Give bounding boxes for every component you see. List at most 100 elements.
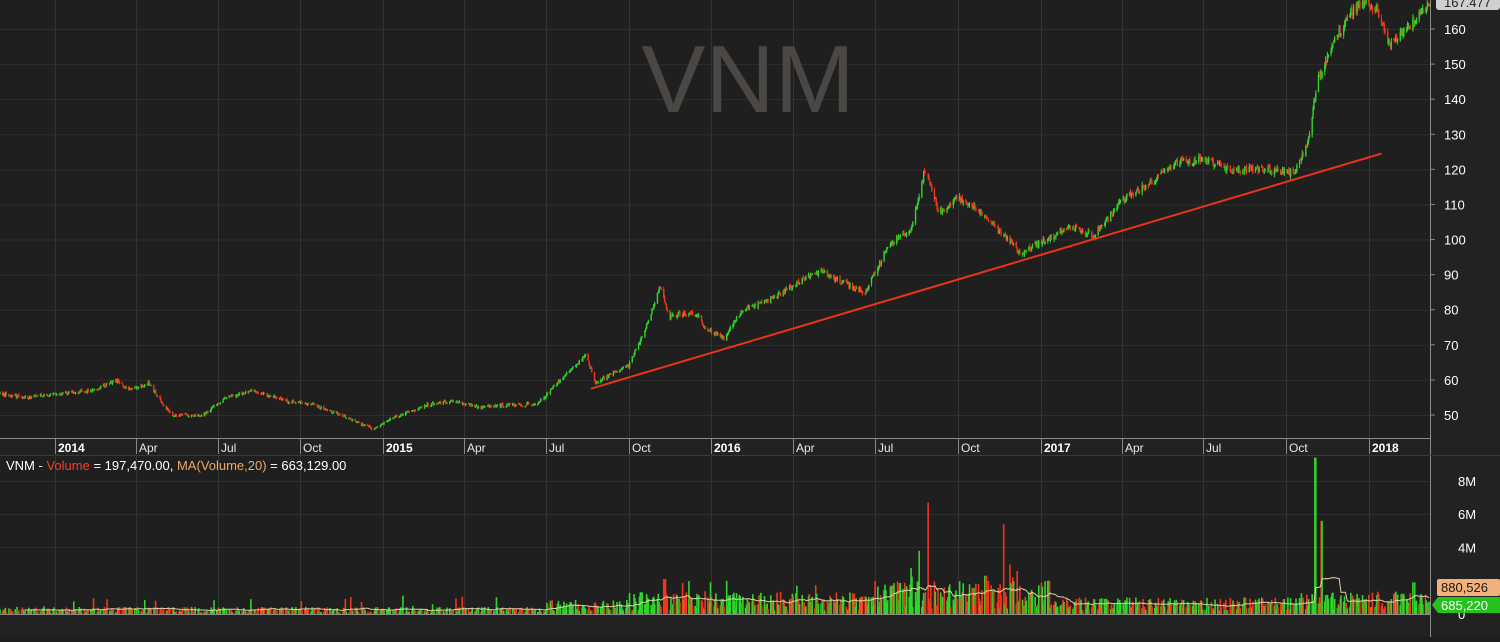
- volume-bar: [16, 606, 18, 614]
- candle-body: [898, 235, 901, 238]
- volume-bar: [916, 581, 919, 614]
- volume-bar: [897, 600, 900, 614]
- volume-bar: [1242, 604, 1244, 614]
- candle-body: [11, 394, 14, 396]
- candle-body: [575, 364, 578, 367]
- candle-body: [676, 316, 678, 318]
- price-pane[interactable]: [0, 0, 1430, 438]
- candle-body: [513, 404, 516, 406]
- candle-body: [834, 277, 837, 282]
- candle-body: [137, 387, 140, 389]
- trendline[interactable]: [590, 152, 1382, 390]
- candle-body: [305, 403, 308, 405]
- candle-body: [911, 226, 913, 229]
- candle-body: [1275, 170, 1277, 172]
- volume-bar: [1180, 602, 1182, 614]
- price-tick-label: 90: [1444, 268, 1458, 283]
- candle-body: [159, 395, 161, 399]
- volume-bar: [1010, 604, 1013, 614]
- candle-body: [174, 414, 177, 417]
- volume-bar: [215, 610, 218, 614]
- candle-body: [621, 367, 624, 370]
- candle-body: [903, 232, 905, 234]
- volume-bar: [167, 607, 169, 614]
- candle-body: [537, 404, 539, 406]
- time-tick-label: Oct: [961, 441, 980, 455]
- candle-body: [128, 388, 131, 390]
- candle-body: [959, 196, 962, 202]
- candle-body: [1271, 172, 1273, 174]
- volume-bar: [62, 609, 64, 614]
- volume-bar: [965, 594, 967, 614]
- volume-bar: [811, 596, 813, 614]
- candle-body: [21, 397, 24, 399]
- price-tick-label: 160: [1444, 22, 1466, 37]
- candle-body: [1169, 166, 1171, 169]
- candle-body: [244, 392, 247, 394]
- volume-pane[interactable]: [0, 456, 1430, 614]
- candle-body: [663, 296, 666, 303]
- candle-body: [886, 247, 889, 249]
- volume-bar: [1414, 603, 1417, 614]
- volume-bar: [1105, 598, 1108, 614]
- volume-bar: [702, 607, 705, 614]
- volume-bar: [981, 590, 983, 614]
- last-price-badge: 167.477: [1436, 0, 1500, 10]
- volume-bar: [1321, 520, 1323, 614]
- volume-bar: [1422, 604, 1424, 614]
- volume-bar: [986, 596, 989, 614]
- candle-body: [1030, 247, 1033, 251]
- volume-bar: [508, 610, 510, 614]
- candle-body: [1363, 2, 1366, 7]
- candle-body: [1258, 168, 1260, 172]
- candle-body: [367, 424, 369, 427]
- volume-bar: [79, 612, 81, 614]
- volume-bar: [362, 607, 365, 614]
- volume-bar: [804, 606, 806, 614]
- volume-bar: [872, 596, 875, 614]
- volume-bar: [1339, 599, 1341, 614]
- candle-body: [0, 392, 1, 394]
- time-axis[interactable]: 2014 Apr Jul Oct 2015 Apr Jul Oct 2016 Apr Jul Oct 2…: [55, 438, 1400, 455]
- candle-body: [757, 302, 759, 309]
- candle-body: [776, 295, 778, 298]
- candle-body: [387, 420, 390, 422]
- volume-bar: [376, 609, 378, 614]
- candle-body: [784, 289, 786, 294]
- candle-body: [398, 415, 401, 418]
- volume-bar: [85, 612, 88, 614]
- candle-body: [1324, 60, 1327, 66]
- candle-body: [91, 389, 94, 392]
- volume-bar: [1204, 610, 1206, 614]
- candle-body: [494, 404, 497, 408]
- volume-bar: [519, 608, 522, 614]
- candle-body: [1357, 2, 1359, 8]
- volume-bar: [637, 609, 640, 614]
- candle-body: [620, 369, 623, 371]
- volume-bar: [172, 607, 175, 614]
- volume-bar: [1023, 605, 1026, 614]
- candle-body: [539, 399, 542, 403]
- volume-bar: [997, 587, 1000, 614]
- candle-body: [752, 305, 755, 308]
- candle-body: [691, 311, 694, 316]
- price-tick-label: 120: [1444, 162, 1466, 177]
- volume-bar: [539, 611, 542, 614]
- candle-body: [1061, 229, 1063, 233]
- volume-bar: [1029, 592, 1032, 614]
- candle-body: [118, 381, 121, 384]
- volume-bar: [502, 611, 505, 614]
- volume-bar: [1191, 606, 1194, 614]
- candle-body: [112, 380, 115, 382]
- candle-body: [972, 207, 974, 209]
- candle-body: [1016, 248, 1018, 253]
- volume-bar: [149, 608, 151, 614]
- candle-body: [200, 415, 203, 417]
- volume-bar: [1088, 609, 1090, 614]
- candle-body: [306, 404, 309, 406]
- volume-bar: [974, 605, 976, 614]
- candle-body: [358, 421, 360, 423]
- candle-body: [637, 344, 640, 349]
